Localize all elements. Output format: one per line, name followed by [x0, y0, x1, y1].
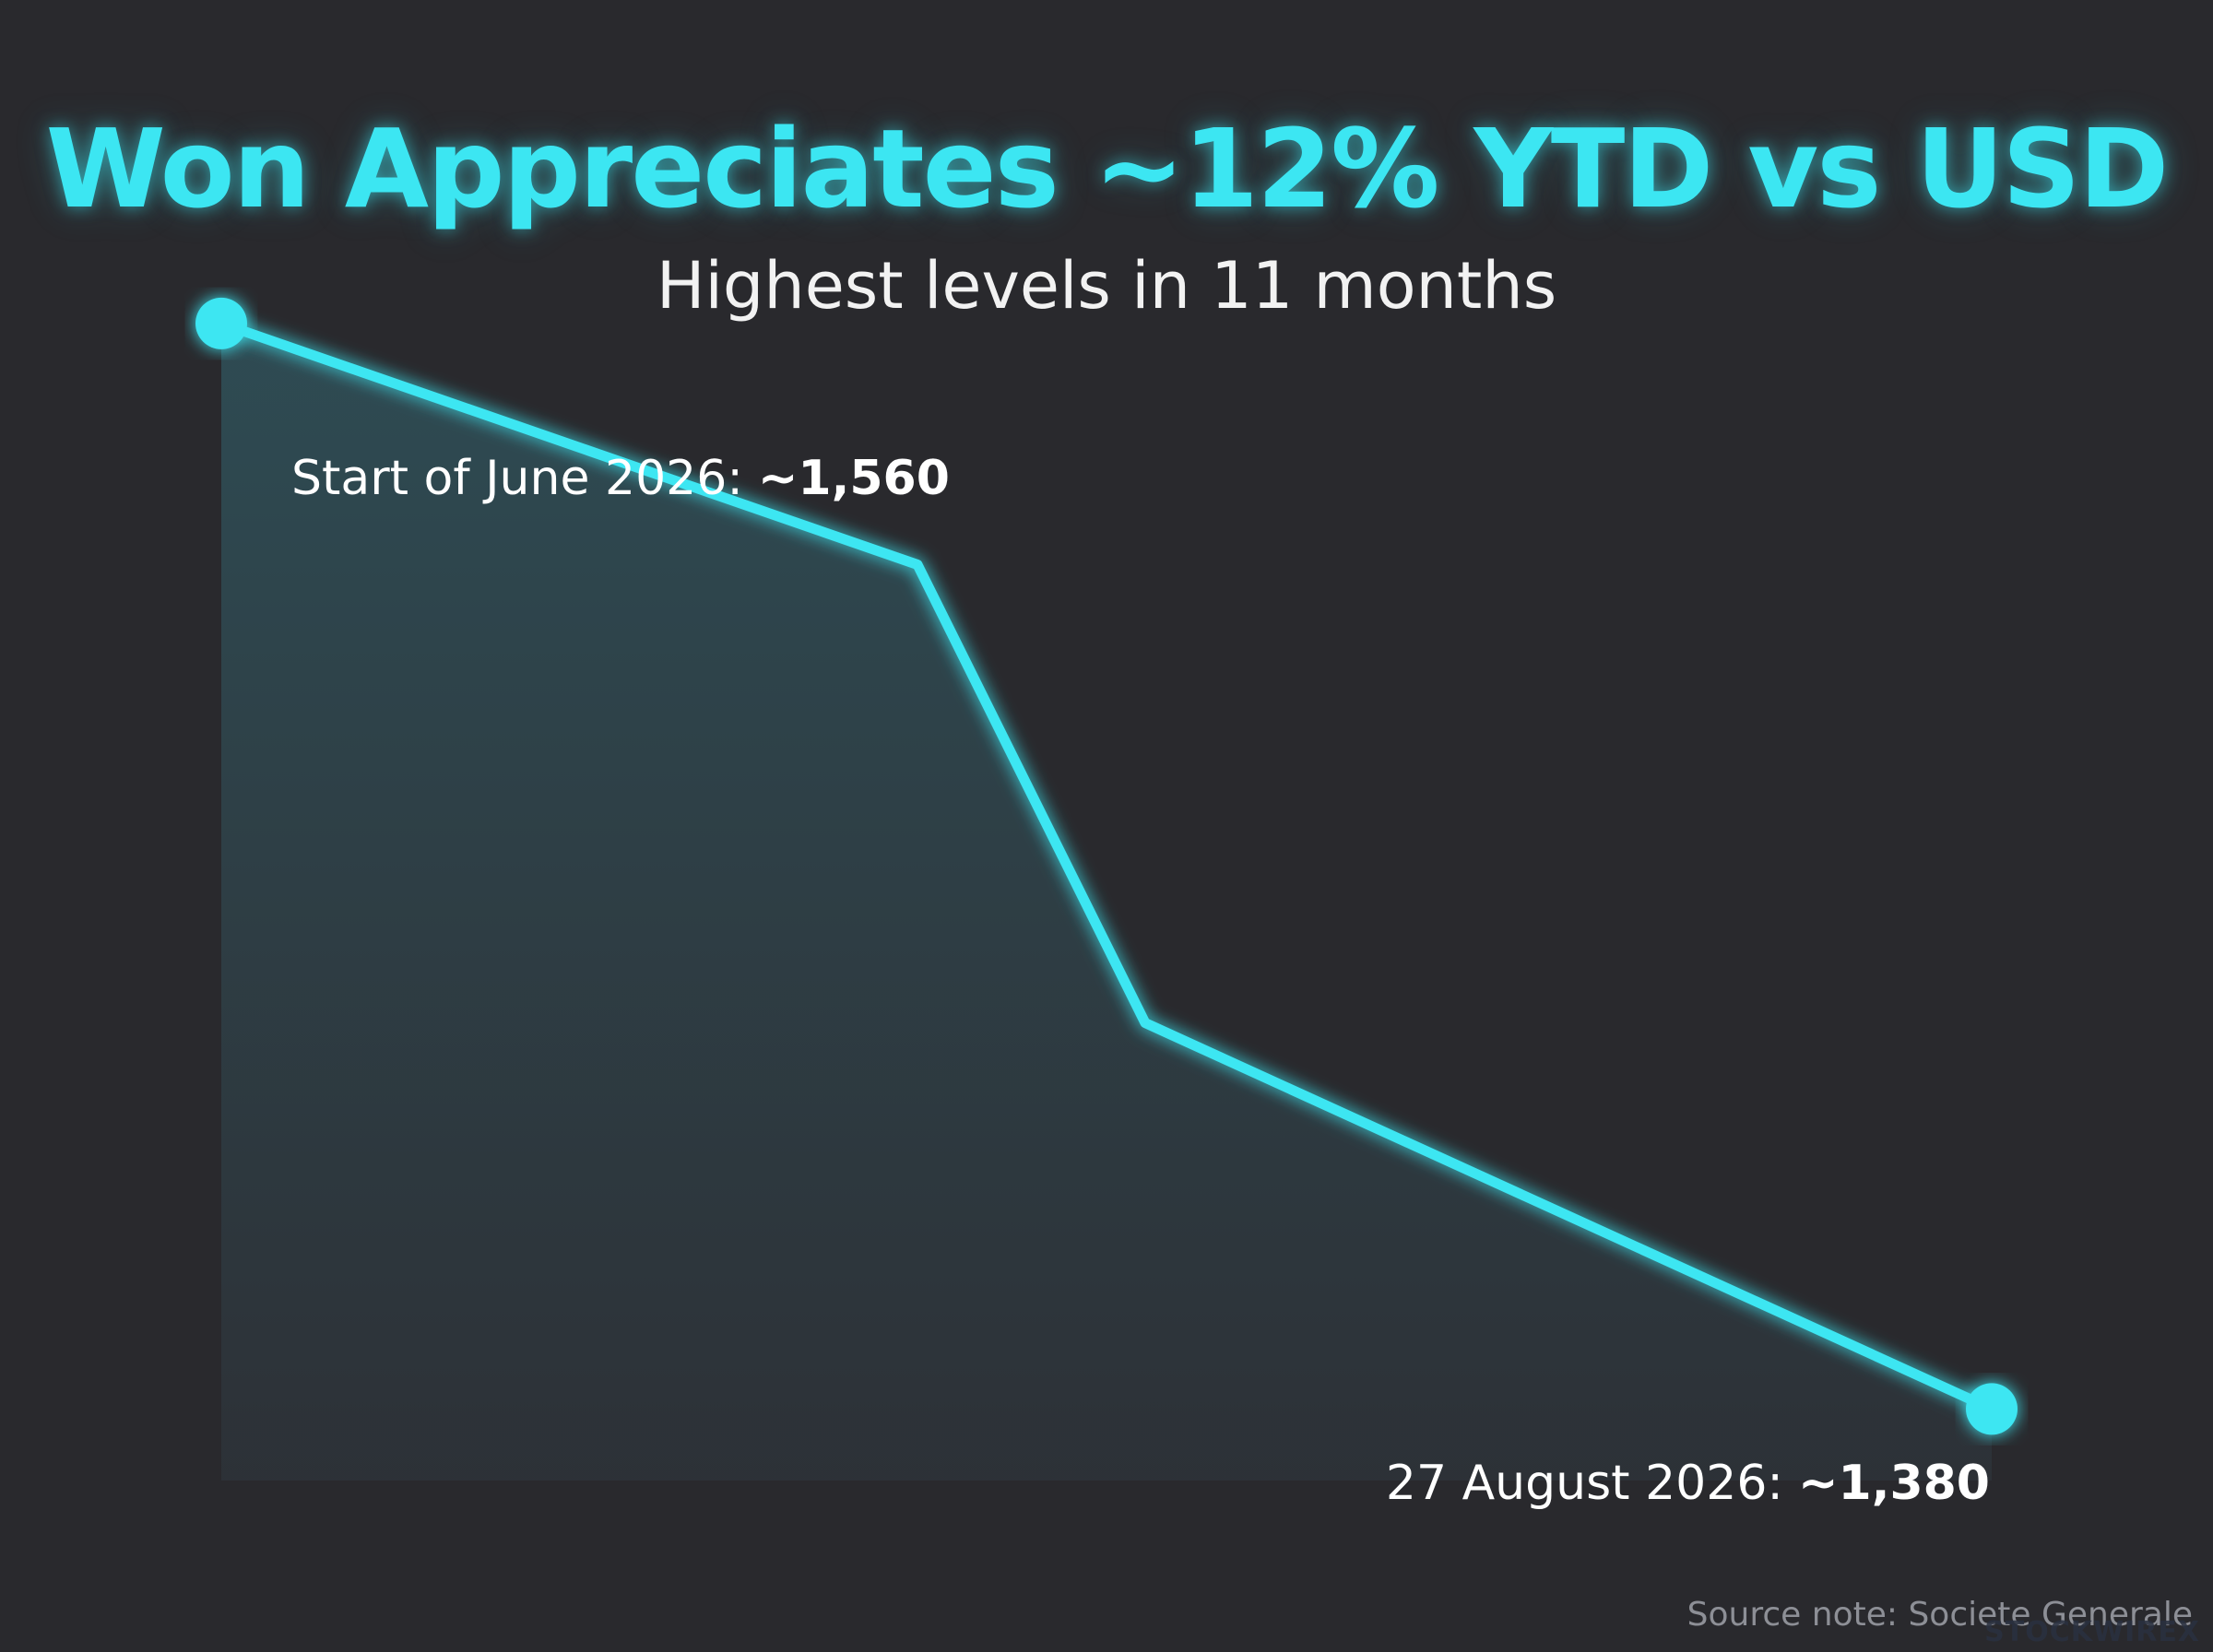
data-label-start: Start of June 2026: ~1,560 — [291, 451, 950, 506]
data-label-end: 27 August 2026: ~1,380 — [1386, 1456, 1990, 1511]
data-label-start-text: Start of June 2026: — [291, 451, 743, 506]
chart-title: Won Appreciates ~12% YTD vs USD — [45, 105, 2170, 232]
source-note: Source note: Societe Generale — [1686, 1596, 2193, 1634]
data-point-marker — [1966, 1383, 2018, 1435]
chart-subtitle: Highest levels in 11 months — [656, 248, 1557, 324]
data-label-end-value: ~1,380 — [1798, 1456, 1990, 1511]
series-line — [216, 318, 1997, 1414]
data-label-start-value: ~1,560 — [758, 451, 950, 506]
data-point-marker — [195, 297, 247, 349]
watermark-logo: STOCKWIREX — [1984, 1616, 2200, 1648]
area-fill — [221, 323, 1992, 1481]
data-label-end-text: 27 August 2026: — [1386, 1456, 1783, 1511]
point-markers — [195, 297, 2018, 1435]
